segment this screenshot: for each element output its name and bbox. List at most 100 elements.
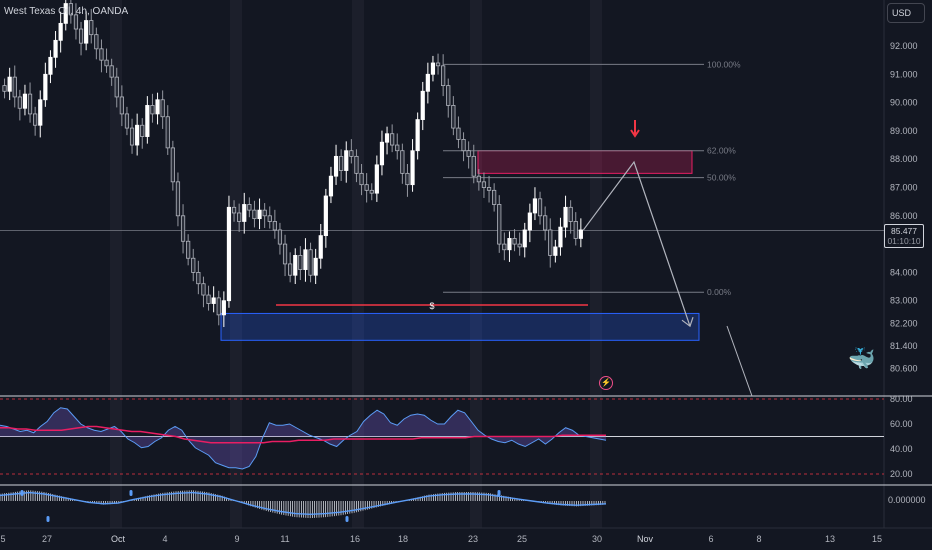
candle[interactable] — [155, 99, 160, 115]
candle[interactable] — [247, 204, 252, 211]
candle[interactable] — [68, 3, 73, 16]
candle[interactable] — [104, 59, 109, 67]
candle[interactable] — [201, 283, 206, 296]
candle[interactable] — [7, 76, 12, 92]
symbol-title[interactable]: West Texas Oil, 4h, OANDA — [4, 6, 129, 17]
candle[interactable] — [446, 85, 451, 106]
candle[interactable] — [532, 198, 538, 214]
candle[interactable] — [543, 215, 548, 231]
candle[interactable] — [502, 243, 507, 251]
candle[interactable] — [206, 294, 211, 304]
candle[interactable] — [349, 150, 354, 157]
candle[interactable] — [410, 150, 415, 186]
candle[interactable] — [211, 297, 216, 304]
candle[interactable] — [558, 226, 563, 248]
candle[interactable] — [150, 105, 155, 115]
candle[interactable] — [135, 124, 140, 146]
candle[interactable] — [578, 229, 583, 239]
candle[interactable] — [48, 56, 53, 75]
candle[interactable] — [288, 263, 293, 276]
candle[interactable] — [461, 138, 466, 152]
candle[interactable] — [451, 105, 456, 129]
candle[interactable] — [425, 73, 430, 92]
projection-path[interactable] — [582, 160, 691, 327]
candle[interactable] — [476, 175, 481, 183]
candle[interactable] — [507, 238, 512, 251]
candle[interactable] — [573, 221, 578, 239]
candle[interactable] — [456, 127, 461, 140]
candle[interactable] — [430, 62, 436, 75]
candle[interactable] — [369, 189, 374, 194]
candle[interactable] — [492, 189, 497, 205]
candle[interactable] — [119, 96, 124, 115]
currency-button[interactable]: USD — [887, 3, 925, 23]
candle[interactable] — [99, 48, 104, 61]
candle[interactable] — [272, 221, 277, 231]
candle[interactable] — [78, 28, 84, 44]
candle[interactable] — [73, 14, 79, 30]
candle[interactable] — [2, 85, 7, 92]
candle[interactable] — [344, 150, 349, 171]
candle[interactable] — [374, 164, 379, 194]
lightning-icon[interactable]: ⚡ — [599, 376, 613, 390]
candle[interactable] — [180, 215, 186, 242]
candle[interactable] — [339, 155, 344, 171]
candle[interactable] — [186, 240, 191, 259]
candle[interactable] — [140, 124, 145, 137]
candle[interactable] — [89, 20, 94, 36]
candle[interactable] — [517, 243, 522, 248]
candle[interactable] — [262, 209, 267, 217]
candle[interactable] — [379, 141, 385, 166]
candle[interactable] — [553, 246, 558, 256]
candle[interactable] — [568, 206, 573, 222]
candle[interactable] — [537, 198, 543, 217]
candle[interactable] — [333, 155, 339, 177]
candle[interactable] — [17, 96, 22, 109]
candle[interactable] — [160, 99, 165, 118]
candle[interactable] — [63, 3, 68, 24]
candle[interactable] — [124, 113, 130, 129]
candle[interactable] — [323, 195, 328, 237]
candle[interactable] — [328, 175, 334, 197]
candle[interactable] — [405, 172, 410, 186]
candle[interactable] — [527, 212, 532, 231]
candle[interactable] — [242, 204, 247, 222]
candle[interactable] — [43, 73, 48, 101]
candle[interactable] — [384, 133, 390, 143]
candle[interactable] — [109, 65, 114, 78]
candle[interactable] — [53, 39, 58, 58]
candle[interactable] — [94, 34, 99, 50]
candle[interactable] — [170, 147, 175, 183]
candle[interactable] — [415, 119, 420, 152]
candle[interactable] — [277, 229, 283, 245]
candle[interactable] — [33, 113, 38, 126]
candle[interactable] — [359, 172, 364, 186]
candle[interactable] — [435, 62, 441, 67]
candle[interactable] — [226, 206, 232, 302]
candle[interactable] — [165, 116, 170, 149]
supply-zone[interactable] — [477, 150, 693, 174]
candle[interactable] — [486, 187, 492, 191]
candle[interactable] — [441, 65, 446, 87]
candle[interactable] — [497, 204, 502, 245]
candle[interactable] — [563, 206, 568, 228]
candle[interactable] — [466, 150, 471, 157]
candle[interactable] — [293, 255, 298, 276]
candle[interactable] — [175, 181, 181, 217]
candle[interactable] — [145, 105, 150, 137]
candle[interactable] — [237, 212, 242, 222]
candle[interactable] — [303, 249, 308, 270]
candle[interactable] — [221, 300, 226, 316]
candle[interactable] — [400, 150, 405, 174]
candle[interactable] — [471, 155, 476, 177]
candle[interactable] — [129, 127, 135, 146]
candle[interactable] — [298, 255, 303, 270]
demand-zone[interactable] — [220, 312, 700, 341]
candle[interactable] — [191, 257, 196, 273]
candle[interactable] — [38, 99, 43, 126]
candle[interactable] — [522, 229, 527, 248]
candle[interactable] — [216, 297, 221, 316]
candle[interactable] — [390, 133, 395, 146]
candle[interactable] — [481, 181, 487, 188]
